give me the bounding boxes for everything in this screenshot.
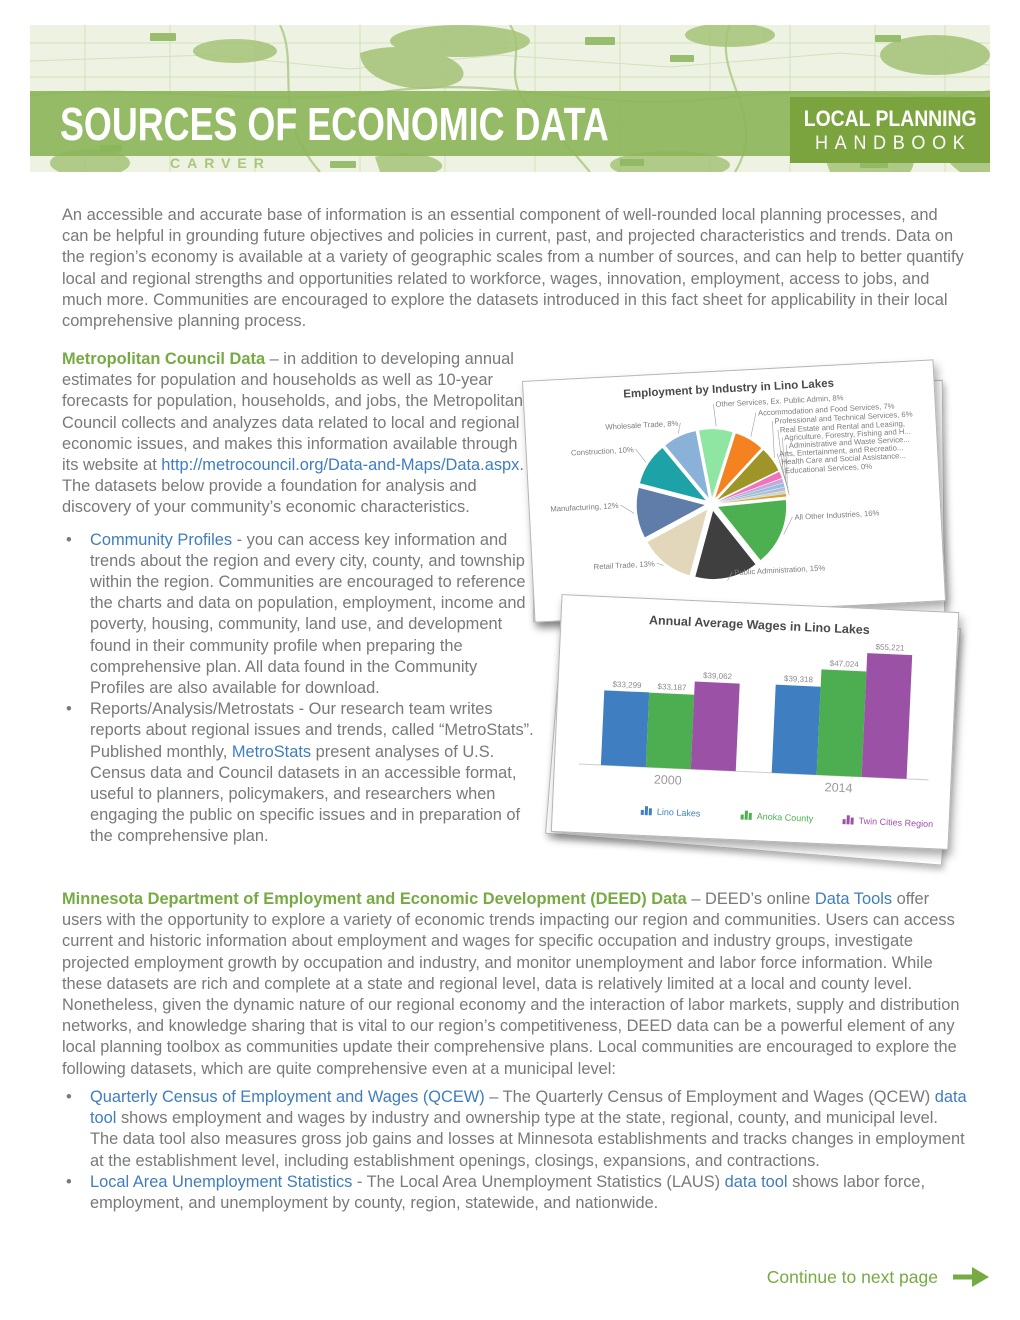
svg-text:All Other Industries, 16%: All Other Industries, 16%	[794, 508, 880, 521]
bullet-marker: •	[66, 530, 72, 549]
deed-body1: – DEED’s online	[686, 890, 815, 908]
svg-text:$39,062: $39,062	[703, 671, 733, 681]
svg-text:$33,187: $33,187	[657, 682, 687, 692]
laus-data-tool-link[interactable]: data tool	[724, 1172, 788, 1191]
svg-text:Manufacturing, 12%: Manufacturing, 12%	[550, 501, 619, 514]
list-item: • Community Profiles - you can access ke…	[62, 530, 536, 700]
metrostats-text-post: present analyses of U.S. Census data and…	[90, 742, 521, 846]
bullet-text: Quarterly Census of Employment and Wages…	[90, 1087, 968, 1172]
bullet-marker: •	[66, 700, 72, 719]
svg-text:$47,024: $47,024	[830, 659, 860, 669]
met-council-paragraph: Metropolitan Council Data – in addition …	[62, 349, 536, 519]
list-item: • Quarterly Census of Employment and Wag…	[62, 1087, 968, 1172]
header-banner: SOURCES OF ECONOMIC DATA LOCAL PLANNING …	[30, 25, 990, 172]
map-county-label: CARVER	[170, 155, 271, 171]
chart-image-stack: Employment by Industry in Lino Lakes Oth…	[521, 359, 974, 866]
svg-text:Retail Trade, 13%: Retail Trade, 13%	[593, 559, 655, 571]
arrow-right-icon[interactable]	[952, 1266, 990, 1288]
intro-paragraph: An accessible and accurate base of infor…	[62, 206, 964, 331]
community-profiles-link[interactable]: Community Profiles	[90, 530, 233, 549]
met-council-heading: Metropolitan Council Data	[62, 350, 266, 368]
metrostats-text-pre: Reports/Analysis/Metrostats - Our resear…	[90, 700, 534, 761]
bar-chart-image: Annual Average Wages in Lino Lakes $33,2…	[550, 594, 960, 850]
svg-text:$55,221: $55,221	[875, 642, 905, 652]
page-title: SOURCES OF ECONOMIC DATA	[60, 97, 609, 150]
qcew-text-rest: shows employment and wages by industry a…	[90, 1109, 965, 1170]
deed-bullets: • Quarterly Census of Employment and Wag…	[62, 1087, 968, 1214]
qcew-data-tool-link[interactable]: data tool	[90, 1088, 967, 1128]
met-council-bullets: • Community Profiles - you can access ke…	[62, 530, 536, 848]
deed-heading: Minnesota Department of Employment and E…	[62, 890, 687, 908]
svg-text:2014: 2014	[824, 780, 852, 795]
met-council-body1: – in addition to developing annual estim…	[62, 350, 524, 475]
svg-text:Twin Cities Region: Twin Cities Region	[858, 816, 933, 829]
pie-chart: Other Services, Ex. Public Admin, 8%Acco…	[550, 393, 913, 581]
svg-text:Wholesale Trade, 8%: Wholesale Trade, 8%	[605, 419, 679, 432]
deed-body2: offer users with the opportunity to expl…	[62, 890, 960, 1078]
qcew-link[interactable]: Quarterly Census of Employment and Wages…	[90, 1088, 485, 1106]
bullet-marker: •	[66, 1172, 72, 1191]
data-tools-link[interactable]: Data Tools	[814, 890, 893, 908]
svg-text:Construction, 10%: Construction, 10%	[571, 445, 634, 457]
bullet-marker: •	[66, 1088, 72, 1106]
met-council-section: Metropolitan Council Data – in addition …	[62, 349, 536, 848]
bullet-text: Community Profiles - you can access key …	[90, 530, 536, 700]
badge-line1: LOCAL PLANNING	[803, 105, 977, 131]
svg-text:Lino Lakes: Lino Lakes	[657, 807, 701, 819]
continue-footer[interactable]: Continue to next page	[767, 1266, 990, 1288]
bullet-text: Local Area Unemployment Statistics - The…	[90, 1172, 968, 1214]
metrocouncil-url-link[interactable]: http://metrocouncil.org/Data-and-Maps/Da…	[161, 456, 520, 475]
svg-text:$39,318: $39,318	[784, 674, 814, 684]
met-council-body2: . The datasets below provide a foundatio…	[62, 456, 524, 517]
handbook-badge: LOCAL PLANNING HANDBOOK	[790, 97, 990, 163]
svg-text:2000: 2000	[654, 772, 682, 787]
bullet-text: Reports/Analysis/Metrostats - Our resear…	[90, 699, 536, 847]
badge-line2: HANDBOOK	[815, 132, 972, 154]
svg-text:$33,299: $33,299	[612, 680, 642, 690]
list-item: • Reports/Analysis/Metrostats - Our rese…	[62, 699, 536, 847]
continue-label[interactable]: Continue to next page	[766, 1266, 938, 1287]
laus-text-rest: shows labor force, employment, and unemp…	[90, 1172, 926, 1213]
svg-text:Anoka County: Anoka County	[757, 811, 814, 824]
list-item: • Local Area Unemployment Statistics - T…	[62, 1172, 968, 1214]
deed-paragraph: Minnesota Department of Employment and E…	[62, 889, 966, 1080]
bar-chart: $33,299 $33,187 $39,062 2000 $39,318 $47,024 $…	[578, 642, 933, 829]
laus-text-mid: - The Local Area Unemployment Statistics…	[352, 1172, 725, 1191]
laus-link[interactable]: Local Area Unemployment Statistics	[90, 1172, 353, 1191]
qcew-text-mid: – The Quarterly Census of Employment and…	[484, 1088, 935, 1106]
pie-chart-image: Employment by Industry in Lino Lakes Oth…	[521, 359, 947, 623]
metrostats-link[interactable]: MetroStats	[231, 742, 312, 761]
community-profiles-text: - you can access key information and tre…	[90, 530, 526, 698]
